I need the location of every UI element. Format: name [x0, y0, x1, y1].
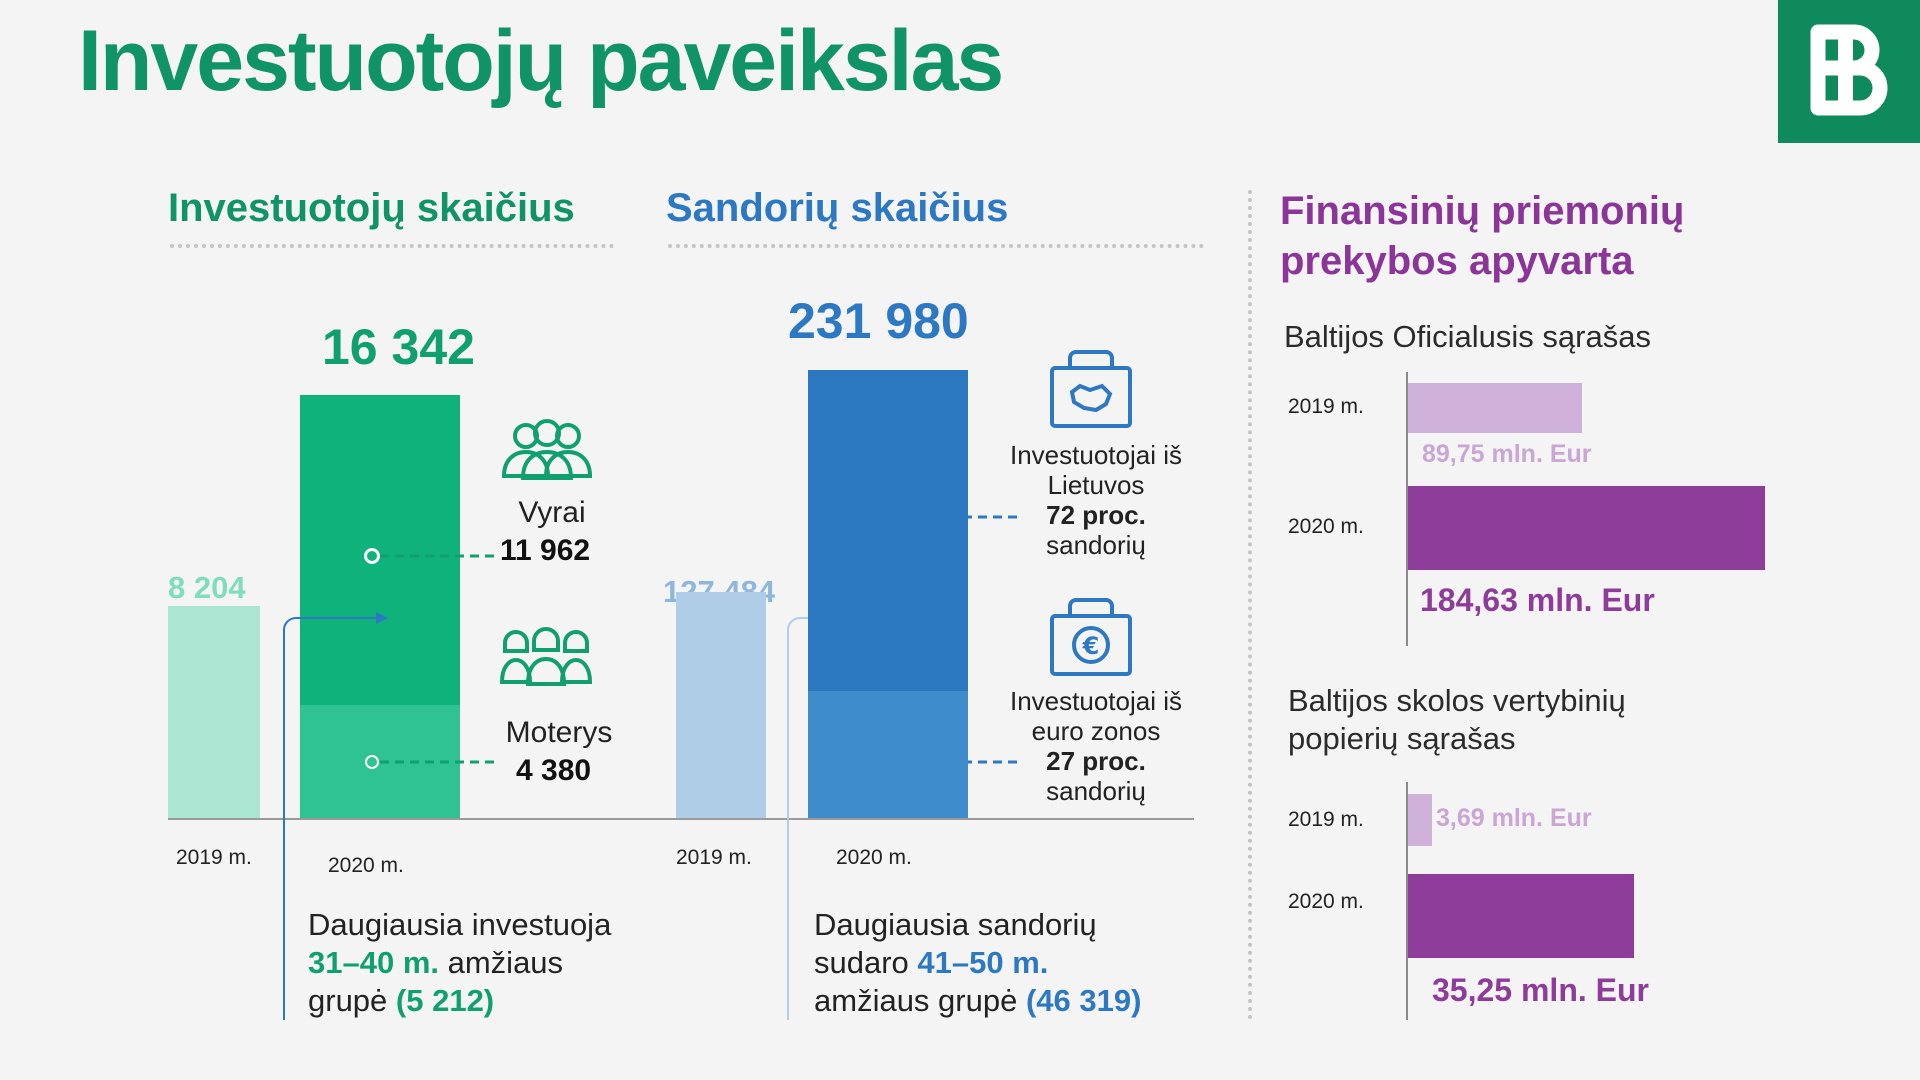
turnover-section-title: Finansinių priemonių prekybos apyvarta: [1280, 186, 1684, 286]
investors-note-line2-rest: amžiaus: [439, 945, 564, 980]
logo-icon: [1810, 24, 1888, 116]
official-list-title: Baltijos Oficialusis sąrašas: [1284, 319, 1651, 354]
deals-bar-2020-eu: [808, 690, 968, 818]
eu-percent: 27 proc.: [1046, 746, 1146, 776]
debt-list-title: Baltijos skolos vertybinių popierių sąra…: [1288, 682, 1626, 758]
lithuania-bag-icon: [1050, 350, 1132, 428]
investors-title-underline: [170, 244, 614, 248]
logo: [1778, 0, 1920, 143]
euro-zone-text: Investuotojai iš euro zonos 27 proc. san…: [986, 686, 1206, 806]
lt-line1: Investuotojai iš: [1010, 440, 1182, 470]
investors-note-count: (5 212): [395, 983, 495, 1018]
investors-bar-2019: [168, 605, 260, 818]
page-title: Investuotojų paveikslas: [78, 13, 1004, 109]
official-2019-label: 2019 m.: [1288, 395, 1364, 418]
men-value: 11 962: [500, 534, 591, 567]
investors-year-2020: 2020 m.: [328, 854, 404, 877]
euro-bag-icon: €: [1050, 598, 1132, 676]
official-bar-2020: [1408, 486, 1765, 570]
official-2020-value: 184,63 mln. Eur: [1420, 582, 1655, 618]
official-2020-label: 2020 m.: [1288, 515, 1364, 538]
investors-note-line2: 31–40 m. amžiaus: [308, 944, 611, 982]
turnover-title-line1: Finansinių priemonių: [1280, 189, 1685, 233]
lithuania-text: Investuotojai iš Lietuvos 72 proc. sando…: [986, 440, 1206, 560]
investors-age-note: Daugiausia investuoja 31–40 m. amžiaus g…: [308, 906, 611, 1020]
deals-note-line1: Daugiausia sandorių: [814, 907, 1097, 942]
turnover-title-line2: prekybos apyvarta: [1280, 239, 1634, 283]
women-connector: [365, 755, 498, 769]
deals-year-2019: 2019 m.: [676, 846, 752, 869]
investors-2019-value: 8 204: [168, 570, 246, 605]
eu-line1: Investuotojai iš: [1010, 686, 1182, 716]
debt-2020-label: 2020 m.: [1288, 890, 1364, 913]
eu-line2: euro zonos: [1031, 716, 1161, 746]
svg-text:€: €: [1082, 632, 1100, 660]
men-people-icon: [501, 419, 593, 480]
women-value: 4 380: [516, 754, 592, 787]
lt-line2: Lietuvos: [1047, 470, 1145, 500]
deals-note-line3: amžiaus grupė (46 319): [814, 982, 1141, 1020]
investors-note-line1: Daugiausia investuoja: [308, 907, 612, 942]
debt-title-line1: Baltijos skolos vertybinių: [1288, 683, 1626, 718]
official-2019-value: 89,75 mln. Eur: [1422, 440, 1592, 468]
deals-year-2020: 2020 m.: [836, 846, 912, 869]
deals-note-line2: sudaro 41–50 m.: [814, 944, 1141, 982]
investors-note-line3-text: grupė: [308, 983, 396, 1018]
debt-bar-2019: [1408, 794, 1432, 846]
debt-2019-label: 2019 m.: [1288, 808, 1364, 831]
investors-note-age: 31–40 m.: [308, 945, 439, 980]
deals-2020-value: 231 980: [788, 293, 969, 349]
debt-title-line2: popierių sąrašas: [1288, 721, 1516, 756]
investors-year-2019: 2019 m.: [176, 846, 252, 869]
official-axis: [1406, 372, 1408, 646]
deals-note-line3-text: amžiaus grupė: [814, 983, 1026, 1018]
investors-deals-baseline: [168, 818, 1194, 820]
eu-line4: sandorių: [1046, 776, 1146, 806]
men-label: Vyrai: [518, 496, 586, 529]
deals-note-age: 41–50 m.: [917, 945, 1049, 980]
deals-note-count: (46 319): [1025, 983, 1142, 1018]
deals-bar-2020-lt: [808, 370, 968, 691]
investors-bar-2020-men: [300, 395, 460, 705]
deals-bar-2019: [676, 591, 766, 818]
deals-section-title: Sandorių skaičius: [666, 186, 1009, 230]
deals-age-note: Daugiausia sandorių sudaro 41–50 m. amži…: [814, 906, 1141, 1020]
investors-note-line3: grupė (5 212): [308, 982, 611, 1020]
investors-age-arrow: [283, 612, 388, 1020]
women-label: Moterys: [505, 716, 613, 749]
debt-2020-value: 35,25 mln. Eur: [1432, 972, 1649, 1008]
women-people-icon: [499, 626, 593, 686]
lt-line4: sandorių: [1046, 530, 1146, 560]
official-bar-2019: [1408, 383, 1582, 433]
debt-2019-value: 3,69 mln. Eur: [1436, 804, 1592, 832]
debt-bar-2020: [1408, 874, 1634, 958]
deals-title-underline: [668, 244, 1204, 248]
debt-axis: [1406, 782, 1408, 1020]
section-divider: [1248, 190, 1252, 1020]
lt-percent: 72 proc.: [1046, 500, 1146, 530]
men-connector: [364, 548, 498, 564]
deals-note-line2-text: sudaro: [814, 945, 918, 980]
investors-2020-value: 16 342: [322, 319, 475, 375]
investors-section-title: Investuotojų skaičius: [168, 186, 575, 230]
